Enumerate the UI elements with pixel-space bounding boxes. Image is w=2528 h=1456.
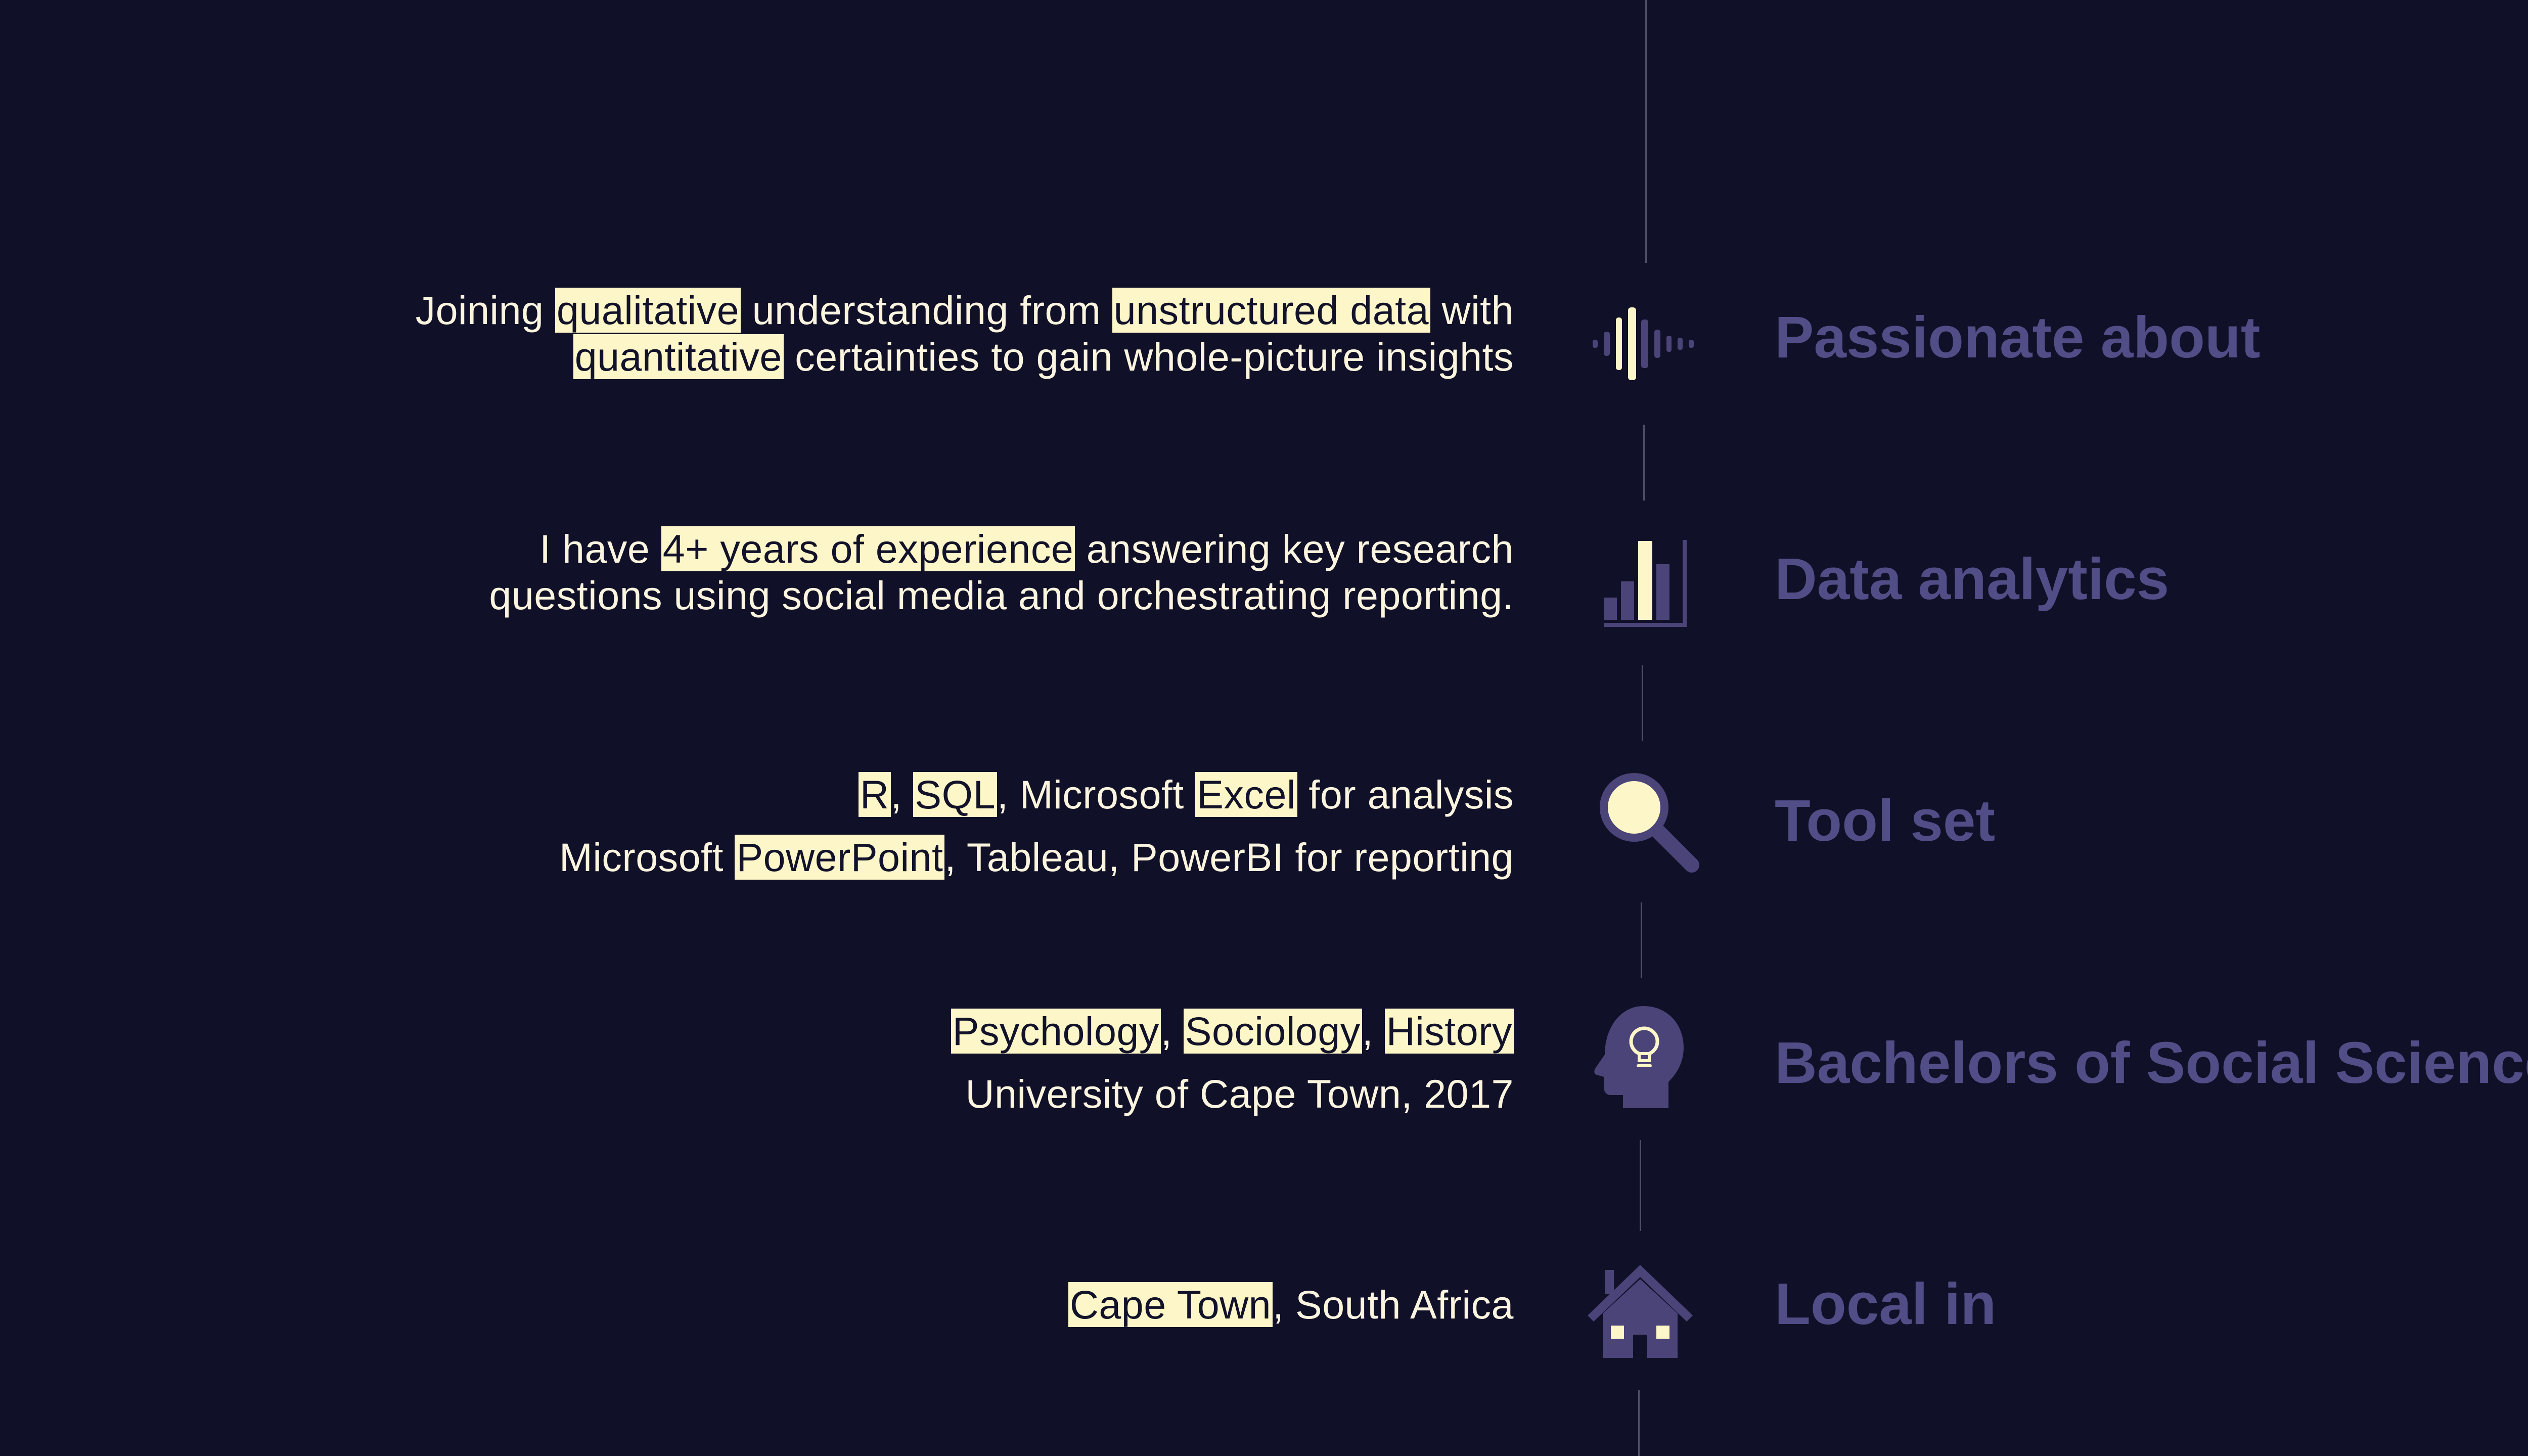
row-title-tool-set: Tool set [1775,788,1996,853]
highlighted-term: Sociology [1183,1009,1362,1054]
bar-chart-icon [1598,536,1694,632]
text-run: , [890,772,914,817]
text-line: Microsoft PowerPoint, Tableau, PowerBI f… [559,826,1514,889]
text-line: I have 4+ years of experience answering … [489,526,1514,572]
highlighted-term: History [1384,1009,1514,1054]
highlighted-term: unstructured data [1112,288,1431,333]
text-run: Microsoft [559,835,735,880]
highlighted-term: Cape Town [1068,1282,1273,1327]
location-description: Cape Town, South Africa [1068,1282,1514,1328]
text-run: University of Cape Town, 2017 [965,1071,1514,1116]
timeline-line [1642,665,1643,741]
highlighted-term: qualitative [555,288,741,333]
row-title-passionate-about: Passionate about [1775,304,2261,370]
experience-description: I have 4+ years of experience answering … [489,526,1514,619]
text-run: , [1362,1009,1385,1054]
education-description: Psychology, Sociology, History Universit… [951,1000,1514,1125]
text-line: Cape Town, South Africa [1068,1282,1514,1328]
highlighted-term: PowerPoint [735,835,945,880]
text-run: , Microsoft [997,772,1196,817]
text-run: Joining [415,288,555,333]
text-line: questions using social media and orchest… [489,572,1514,619]
highlighted-term: quantitative [573,334,784,379]
highlighted-term: R [858,772,891,817]
head-lightbulb-icon [1588,1001,1699,1112]
soundwave-icon [1588,303,1709,384]
text-line: quantitative certainties to gain whole-p… [416,334,1514,380]
text-line: Psychology, Sociology, History [951,1000,1514,1063]
text-run: for analysis [1297,772,1514,817]
house-icon [1583,1259,1704,1365]
highlighted-term: Excel [1195,772,1297,817]
timeline-line [1643,425,1645,500]
text-run: certainties to gain whole-picture insigh… [783,334,1514,379]
timeline-line [1645,0,1647,263]
highlighted-term: SQL [913,772,997,817]
timeline-line [1638,1390,1640,1456]
text-line: Joining qualitative understanding from u… [416,287,1514,334]
text-run: I have [539,526,661,571]
text-run: , [1160,1009,1184,1054]
magnifier-icon [1593,766,1704,877]
text-run: understanding from [741,288,1112,333]
text-line: University of Cape Town, 2017 [951,1063,1514,1125]
text-run: answering key research [1075,526,1514,571]
highlighted-term: 4+ years of experience [661,526,1075,571]
text-line: R, SQL, Microsoft Excel for analysis [559,763,1514,826]
row-title-data-analytics: Data analytics [1775,546,2170,612]
row-title-local-in: Local in [1775,1271,1997,1337]
text-run: with [1430,288,1514,333]
highlighted-term: Psychology [951,1009,1161,1054]
timeline-line [1640,1140,1641,1231]
row-title-bachelors: Bachelors of Social Science [1775,1030,2528,1096]
text-run: questions using social media and orchest… [489,573,1514,618]
passion-description: Joining qualitative understanding from u… [416,287,1514,380]
toolset-description: R, SQL, Microsoft Excel for analysis Mic… [559,763,1514,889]
timeline-line [1641,902,1642,978]
text-run: , South Africa [1273,1282,1514,1327]
text-run: , Tableau, PowerBI for reporting [944,835,1514,880]
